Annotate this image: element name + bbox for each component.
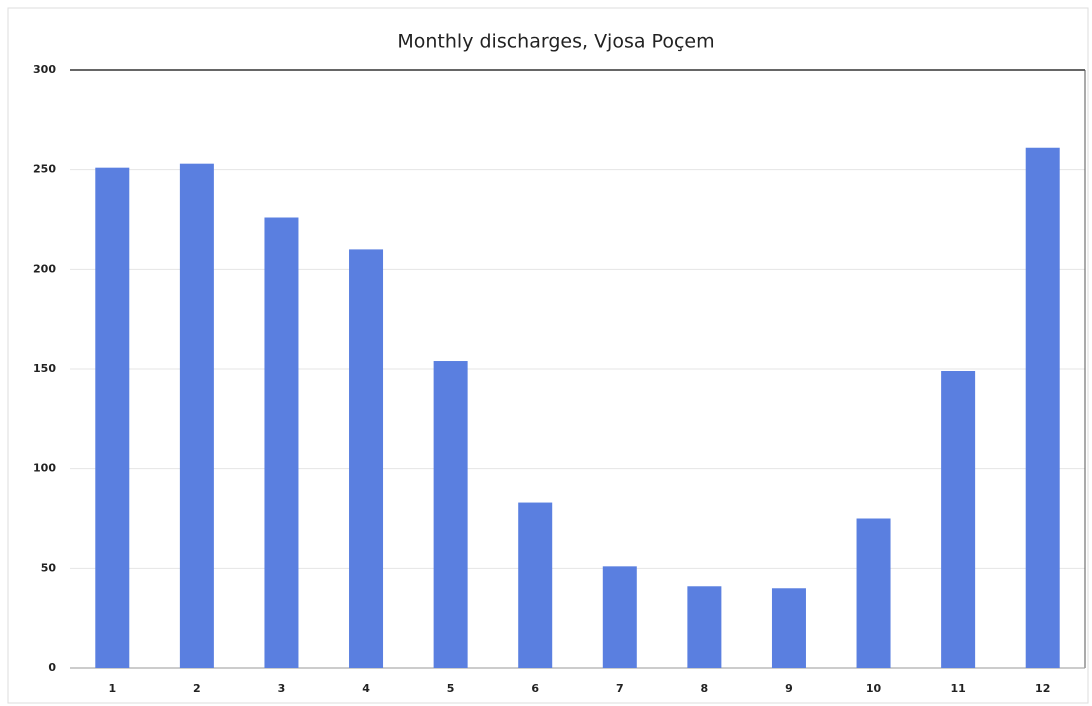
bar	[518, 502, 553, 668]
bar	[771, 588, 806, 668]
bar	[1025, 147, 1060, 669]
x-tick-label: 2	[193, 682, 201, 695]
y-tick-label: 150	[33, 362, 56, 375]
bar	[179, 163, 214, 669]
x-tick-label: 12	[1035, 682, 1050, 695]
x-tick-label: 11	[950, 682, 965, 695]
bar	[856, 518, 891, 668]
y-tick-label: 0	[48, 661, 56, 674]
x-tick-label: 4	[362, 682, 370, 695]
bar	[433, 361, 468, 668]
x-tick-label: 5	[447, 682, 455, 695]
y-tick-label: 300	[33, 63, 56, 76]
x-tick-label: 6	[531, 682, 539, 695]
bar	[602, 566, 637, 668]
x-tick-label: 8	[701, 682, 709, 695]
bar	[941, 370, 976, 668]
y-tick-label: 100	[33, 462, 56, 475]
x-tick-label: 3	[278, 682, 286, 695]
y-tick-label: 200	[33, 262, 56, 275]
x-tick-label: 10	[866, 682, 882, 695]
y-tick-label: 50	[41, 561, 57, 574]
x-tick-label: 1	[108, 682, 116, 695]
x-tick-label: 9	[785, 682, 793, 695]
y-tick-label: 250	[33, 163, 56, 176]
x-tick-label: 7	[616, 682, 624, 695]
bar	[349, 249, 384, 668]
bar	[95, 167, 130, 668]
chart-title: Monthly discharges, Vjosa Poçem	[397, 31, 714, 53]
bar	[264, 217, 299, 669]
bar	[687, 586, 722, 668]
chart-frame	[7, 7, 1089, 704]
